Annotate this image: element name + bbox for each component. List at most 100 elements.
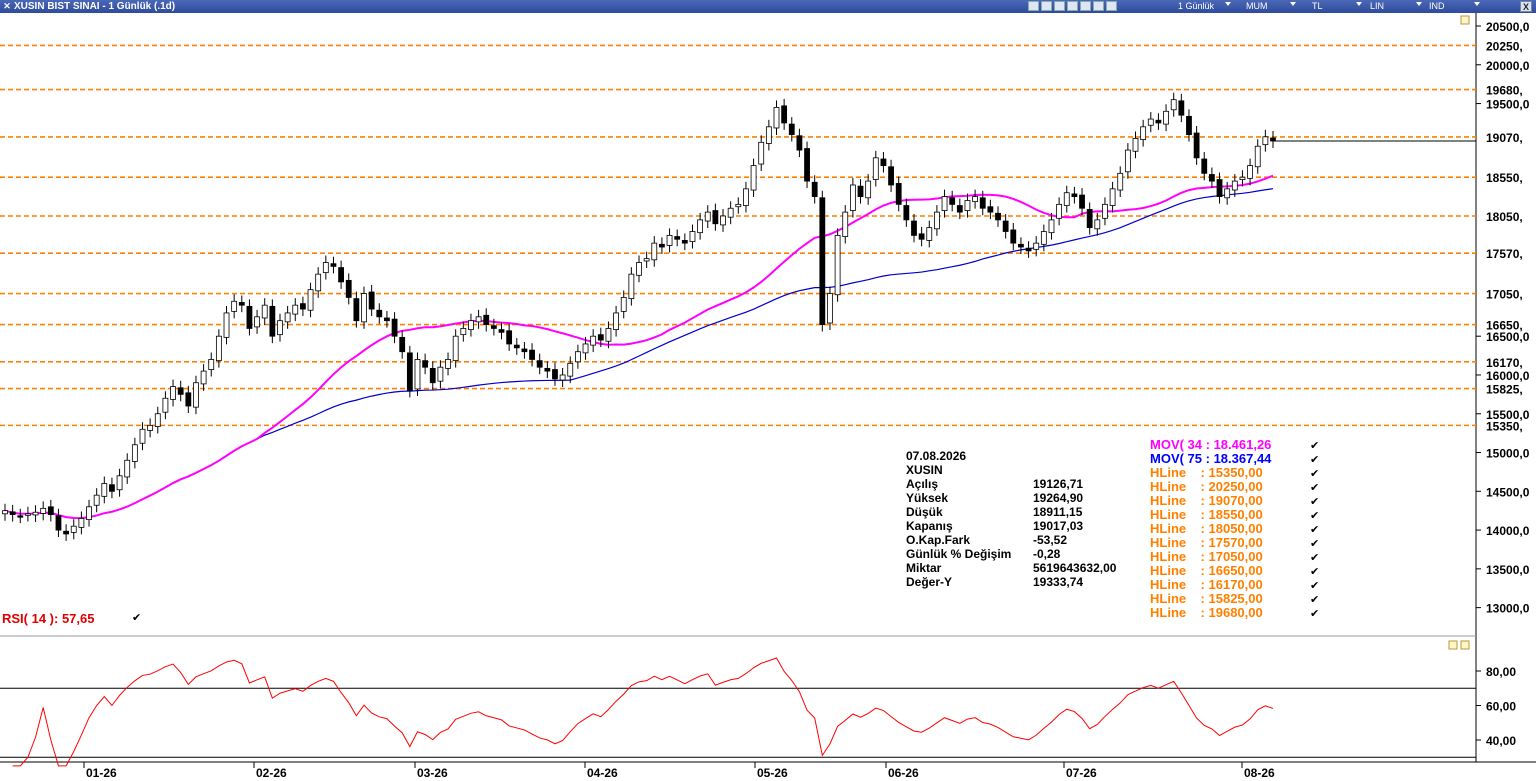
candle[interactable] [468,320,474,331]
candle[interactable] [529,349,535,360]
candle[interactable] [1262,136,1269,146]
candle[interactable] [1224,188,1231,199]
legend-entry[interactable]: HLine : 18550,00 [1150,507,1263,522]
candle[interactable] [536,360,543,368]
candle[interactable] [460,328,467,336]
candle[interactable] [1063,192,1070,206]
candle[interactable] [55,515,62,531]
candle[interactable] [200,370,207,385]
candle[interactable] [124,459,131,478]
candle[interactable] [788,123,795,135]
candle[interactable] [1155,119,1162,124]
candle[interactable] [643,258,650,262]
legend-entry[interactable]: HLine : 18050,00 [1150,521,1263,536]
check-tool-icon[interactable] [1093,1,1104,11]
candle[interactable] [872,157,879,180]
candle[interactable] [170,386,176,400]
zoom-tool-icon[interactable] [1054,1,1065,11]
candle[interactable] [63,530,70,535]
candle[interactable] [941,196,948,211]
legend-entry[interactable]: HLine : 17570,00 [1150,535,1263,550]
style-dropdown-icon[interactable] [1290,2,1296,6]
candle[interactable] [162,397,169,413]
candle[interactable] [1231,180,1238,191]
candle[interactable] [185,392,192,407]
candle[interactable] [659,243,665,248]
candle[interactable] [559,374,566,381]
candle[interactable] [109,484,115,492]
candle[interactable] [1102,203,1108,219]
legend-check-icon[interactable]: ✔ [1310,580,1320,592]
candle[interactable] [1132,138,1139,152]
candle[interactable] [261,304,268,319]
candle[interactable] [1079,194,1085,209]
candle[interactable] [437,366,444,382]
legend-entry[interactable]: HLine : 15825,00 [1150,591,1263,606]
legend-check-icon[interactable]: ✔ [1310,440,1320,452]
legend-check-icon[interactable]: ✔ [1310,510,1320,522]
candle[interactable] [208,359,215,370]
candle[interactable] [1086,209,1093,229]
currency-dropdown-icon[interactable] [1356,2,1362,6]
candle[interactable] [712,210,719,225]
candle[interactable] [758,141,765,165]
candle[interactable] [1247,165,1253,179]
candle[interactable] [9,511,16,515]
candle[interactable] [1147,118,1154,126]
candle[interactable] [811,181,818,198]
candle[interactable] [865,180,872,199]
candle[interactable] [567,362,574,377]
candle[interactable] [552,369,558,380]
candle[interactable] [154,413,161,427]
candle[interactable] [177,387,184,395]
candle[interactable] [269,305,276,337]
pane-button-icon[interactable] [1460,15,1470,25]
candle[interactable] [804,148,810,182]
candle[interactable] [636,262,642,276]
candle[interactable] [918,233,925,240]
candle[interactable] [1010,229,1017,244]
candle[interactable] [697,219,704,234]
candle[interactable] [735,203,742,208]
candle[interactable] [972,196,978,203]
candle[interactable] [613,312,619,331]
candle[interactable] [949,197,956,205]
scale-selector[interactable]: LIN [1370,1,1385,11]
window-icon[interactable]: ✕ [3,1,11,11]
candle[interactable] [796,135,803,151]
candle[interactable] [483,314,490,325]
legend-entry[interactable]: HLine : 16650,00 [1150,563,1263,578]
candle[interactable] [956,205,963,213]
candle[interactable] [582,343,589,354]
candle[interactable] [781,105,788,124]
legend-check-icon[interactable]: ✔ [1310,482,1320,494]
candle[interactable] [414,359,421,390]
candle[interactable] [1178,100,1185,116]
rsi-pane-close-icon[interactable] [1460,640,1470,650]
chart-tool-icon[interactable] [1028,1,1039,11]
candle[interactable] [773,107,780,129]
candle[interactable] [934,211,940,230]
candle[interactable] [475,316,482,323]
candle[interactable] [727,207,734,218]
candle[interactable] [1109,188,1116,206]
legend-check-icon[interactable]: ✔ [1310,608,1320,620]
candle[interactable] [1208,174,1215,182]
candle[interactable] [590,335,597,346]
candle[interactable] [368,291,375,310]
candle[interactable] [903,205,910,221]
candle[interactable] [452,335,459,362]
legend-entry[interactable]: MOV( 34 : 18.461,26 [1150,437,1272,452]
currency-selector[interactable]: TL [1312,1,1323,11]
candle[interactable] [139,428,146,444]
candle[interactable] [1117,172,1124,191]
candle[interactable] [506,330,513,345]
candle[interactable] [681,240,688,244]
candle[interactable] [1124,149,1131,173]
candle[interactable] [1048,219,1055,234]
candle[interactable] [1216,179,1223,198]
candle[interactable] [750,165,757,191]
legend-entry[interactable]: HLine : 17050,00 [1150,549,1263,564]
candle[interactable] [47,506,54,515]
legend-check-icon[interactable]: ✔ [1310,468,1320,480]
